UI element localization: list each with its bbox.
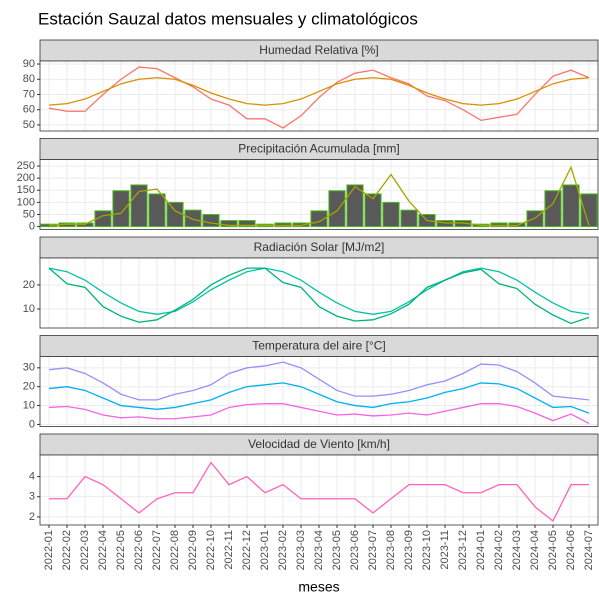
y-tick-label: 3 xyxy=(29,491,35,503)
y-tick-label: 30 xyxy=(23,362,35,374)
x-tick-label: 2022-07 xyxy=(151,530,163,570)
panel-border xyxy=(39,356,599,427)
x-tick-label: 2024-06 xyxy=(565,530,577,570)
x-tick-label: 2023-04 xyxy=(313,530,325,570)
x-tick-label: 2022-02 xyxy=(61,530,73,570)
bar xyxy=(202,213,220,228)
panel-border xyxy=(39,159,599,230)
x-tick-label: 2022-09 xyxy=(187,530,199,570)
line xyxy=(48,165,590,227)
line xyxy=(48,267,590,315)
bar xyxy=(130,184,148,228)
bar xyxy=(184,209,202,228)
y-tick-label: 20 xyxy=(23,279,35,291)
y-tick-label: 90 xyxy=(23,58,35,70)
line xyxy=(48,361,590,401)
x-tick-label: 2023-05 xyxy=(331,530,343,570)
x-tick-label: 2024-07 xyxy=(583,530,595,570)
bar xyxy=(364,193,382,228)
bar xyxy=(382,201,400,228)
y-tick-label: 4 xyxy=(29,470,35,482)
facet-title: Precipitación Acumulada [mm] xyxy=(238,142,399,156)
facet-title: Velocidad de Viento [km/h] xyxy=(248,437,390,451)
x-tick-label: 2022-03 xyxy=(79,530,91,570)
line xyxy=(48,403,590,425)
x-tick-label: 2022-01 xyxy=(43,530,55,570)
x-tick-label: 2023-10 xyxy=(421,530,433,570)
x-tick-label: 2023-03 xyxy=(295,530,307,570)
bar xyxy=(112,190,130,228)
x-tick-label: 2024-02 xyxy=(493,530,505,570)
x-tick-label: 2024-05 xyxy=(547,530,559,570)
x-tick-label: 2023-06 xyxy=(349,530,361,570)
line xyxy=(48,66,590,129)
bar xyxy=(544,190,562,228)
y-tick-label: 0 xyxy=(29,418,35,430)
bar xyxy=(238,220,256,228)
x-tick-label: 2023-01 xyxy=(259,530,271,570)
y-tick-label: 2 xyxy=(29,511,35,523)
y-tick-label: 250 xyxy=(17,160,35,172)
chart-title: Estación Sauzal datos mensuales y climat… xyxy=(38,9,418,28)
x-tick-label: 2022-05 xyxy=(115,530,127,570)
x-tick-label: 2023-11 xyxy=(439,530,451,570)
y-tick-label: 20 xyxy=(23,381,35,393)
x-tick-label: 2022-12 xyxy=(241,530,253,570)
y-tick-label: 200 xyxy=(17,172,35,184)
panel-border xyxy=(39,257,599,329)
line xyxy=(48,267,590,325)
y-tick-label: 100 xyxy=(17,196,35,208)
bar xyxy=(166,201,184,228)
x-tick-label: 2022-08 xyxy=(169,530,181,570)
bar xyxy=(328,190,346,228)
x-tick-label: 2024-03 xyxy=(511,530,523,570)
y-tick-label: 10 xyxy=(23,303,35,315)
x-tick-label: 2022-06 xyxy=(133,530,145,570)
bar xyxy=(148,193,166,228)
y-tick-label: 50 xyxy=(23,119,35,131)
y-tick-label: 0 xyxy=(29,220,35,232)
facet-title: Radiación Solar [MJ/m2] xyxy=(254,240,385,254)
x-tick-label: 2023-12 xyxy=(457,530,469,570)
x-tick-label: 2024-04 xyxy=(529,530,541,570)
x-tick-label: 2023-07 xyxy=(367,530,379,570)
y-tick-label: 10 xyxy=(23,399,35,411)
y-tick-label: 150 xyxy=(17,184,35,196)
x-tick-label: 2022-04 xyxy=(97,530,109,570)
line xyxy=(48,77,590,106)
bar xyxy=(346,184,364,228)
line xyxy=(48,382,590,414)
x-axis-label: meses xyxy=(298,579,339,595)
x-tick-label: 2022-11 xyxy=(223,530,235,570)
bar xyxy=(580,193,598,228)
facet-title: Temperatura del aire [°C] xyxy=(252,339,386,353)
y-tick-label: 60 xyxy=(23,104,35,116)
y-tick-label: 50 xyxy=(23,208,35,220)
x-tick-label: 2023-02 xyxy=(277,530,289,570)
bar xyxy=(220,220,238,228)
x-tick-label: 2022-10 xyxy=(205,530,217,570)
x-tick-label: 2024-01 xyxy=(475,530,487,570)
bar xyxy=(562,184,580,228)
y-tick-label: 70 xyxy=(23,88,35,100)
panel-border xyxy=(39,60,599,132)
x-tick-label: 2023-09 xyxy=(403,530,415,570)
x-tick-label: 2023-08 xyxy=(385,530,397,570)
bar xyxy=(400,209,418,228)
line xyxy=(49,461,589,522)
y-tick-label: 80 xyxy=(23,73,35,85)
facet-title: Humedad Relativa [%] xyxy=(259,43,378,57)
